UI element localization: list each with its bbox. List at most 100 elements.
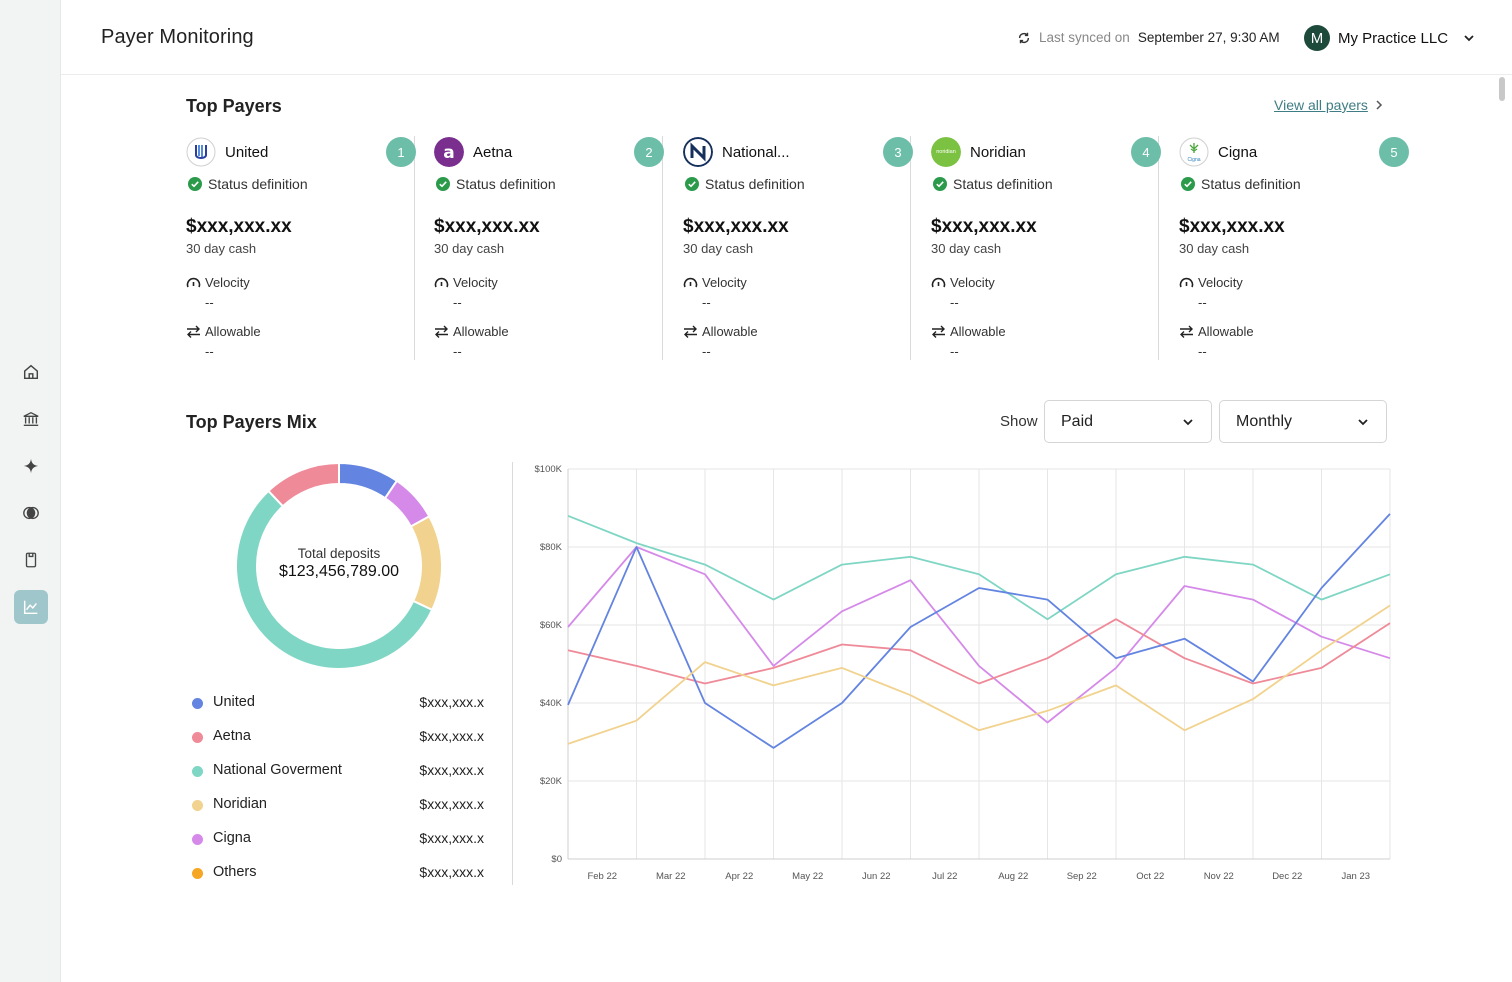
allowable-label: Allowable xyxy=(186,324,261,339)
legend-item[interactable]: National Goverment $xxx,xxx.x xyxy=(192,760,484,794)
nav-home[interactable] xyxy=(14,355,48,389)
status-definition: Status definition xyxy=(685,176,805,192)
practice-switcher[interactable]: M My Practice LLC xyxy=(1304,25,1476,51)
period-select[interactable]: Monthly xyxy=(1219,400,1387,443)
total-deposits-value: $123,456,789.00 xyxy=(278,563,400,580)
nav-analytics[interactable] xyxy=(14,590,48,624)
cash-amount: $xxx,xxx.xx xyxy=(683,216,789,237)
velocity-value: -- xyxy=(453,295,462,310)
series-line-0[interactable] xyxy=(567,514,1391,621)
page-title: Payer Monitoring xyxy=(101,26,254,48)
swap-arrows-icon xyxy=(684,325,697,338)
sync-date: September 27, 9:30 AM xyxy=(1137,30,1280,45)
swap-arrows-icon xyxy=(1180,325,1193,338)
legend-item[interactable]: Cigna $xxx,xxx.x xyxy=(192,828,484,862)
noridian-logo: noridian xyxy=(931,137,961,167)
document-icon xyxy=(25,552,37,568)
y-tick-label: $0 xyxy=(551,854,562,865)
metric-select[interactable]: Paid xyxy=(1044,400,1212,443)
donut-center: Total deposits $123,456,789.00 xyxy=(236,546,442,581)
cigna-logo: Cigna xyxy=(1179,137,1209,167)
legend-item[interactable]: Aetna $xxx,xxx.x xyxy=(192,726,484,760)
x-tick-label: Sep 22 xyxy=(1067,871,1097,882)
view-all-payers-label: View all payers xyxy=(1274,97,1368,113)
status-definition: Status definition xyxy=(188,176,308,192)
series-line-3[interactable] xyxy=(567,513,1391,749)
swap-arrows-icon xyxy=(932,325,945,338)
show-label: Show xyxy=(1000,413,1038,430)
check-circle-icon xyxy=(933,177,947,191)
logo-text: noridian xyxy=(936,149,956,155)
velocity-text: Velocity xyxy=(1198,275,1243,290)
allowable-text: Allowable xyxy=(453,324,509,339)
payer-card[interactable]: noridian Noridian 4 Status definition $xxx,x… xyxy=(931,136,1161,361)
practice-name: My Practice LLC xyxy=(1338,29,1449,47)
status-text: Status definition xyxy=(953,176,1053,192)
swap-arrows-icon xyxy=(435,325,448,338)
allowable-value: -- xyxy=(702,344,711,359)
payer-card[interactable]: National... 3 Status definition $xxx,xxx.xx… xyxy=(683,136,913,361)
sync-status: Last synced on September 27, 9:30 AM xyxy=(1017,30,1280,45)
x-tick-label: Jul 22 xyxy=(932,871,957,882)
swap-arrows-icon xyxy=(187,325,200,338)
velocity-label: Velocity xyxy=(683,275,747,290)
scrollbar[interactable] xyxy=(1498,75,1508,982)
check-circle-icon xyxy=(436,177,450,191)
velocity-text: Velocity xyxy=(702,275,747,290)
nav-banking[interactable] xyxy=(14,402,48,436)
cash-amount-label: 30 day cash xyxy=(186,241,257,256)
gauge-icon xyxy=(683,277,698,288)
legend-item[interactable]: Others $xxx,xxx.x xyxy=(192,862,484,896)
payer-card[interactable]: United 1 Status definition $xxx,xxx.xx 30 da… xyxy=(186,136,416,361)
chevron-down-icon xyxy=(1358,418,1368,425)
view-all-payers-link[interactable]: View all payers xyxy=(1274,97,1384,113)
legend-item[interactable]: United $xxx,xxx.x xyxy=(192,692,484,726)
sync-prefix: Last synced on xyxy=(1039,30,1130,45)
y-tick-label: $60K xyxy=(540,620,563,631)
bank-icon xyxy=(23,411,39,426)
velocity-text: Velocity xyxy=(205,275,250,290)
united-logo xyxy=(186,137,216,167)
legend-name: United xyxy=(213,694,255,710)
cash-amount: $xxx,xxx.xx xyxy=(434,216,540,237)
payer-card[interactable]: Cigna Cigna 5 Status definition $xxx,xxx.xx 3… xyxy=(1179,136,1409,361)
allowable-value: -- xyxy=(1198,344,1207,359)
series-line-4[interactable] xyxy=(567,604,1391,745)
scrollbar-thumb[interactable] xyxy=(1499,77,1505,101)
series-line-2[interactable] xyxy=(567,618,1391,685)
cash-amount: $xxx,xxx.xx xyxy=(1179,216,1285,237)
nav-documents[interactable] xyxy=(14,543,48,577)
velocity-text: Velocity xyxy=(950,275,995,290)
nav-insights[interactable] xyxy=(14,449,48,483)
legend-swatch xyxy=(192,732,203,743)
cash-amount-label: 30 day cash xyxy=(434,241,505,256)
x-tick-label: Jun 22 xyxy=(862,871,891,882)
top-bar: Payer Monitoring Last synced on Septembe… xyxy=(61,0,1512,75)
series-line-1[interactable] xyxy=(567,546,1391,724)
allowable-value: -- xyxy=(205,344,214,359)
check-circle-icon xyxy=(685,177,699,191)
rank-badge: 3 xyxy=(883,137,913,167)
x-tick-label: Nov 22 xyxy=(1204,871,1234,882)
donut-slice-aetna[interactable] xyxy=(267,463,340,508)
allowable-label: Allowable xyxy=(683,324,758,339)
payer-card[interactable]: a Aetna 2 Status definition $xxx,xxx.xx 30 da… xyxy=(434,136,664,361)
card-divider xyxy=(910,136,911,360)
velocity-value: -- xyxy=(1198,295,1207,310)
sparkle-icon xyxy=(23,458,39,474)
allowable-value: -- xyxy=(453,344,462,359)
allowable-label: Allowable xyxy=(1179,324,1254,339)
nav-compare[interactable] xyxy=(14,496,48,530)
cash-amount-label: 30 day cash xyxy=(931,241,1002,256)
metric-select-value: Paid xyxy=(1061,412,1094,430)
sync-icon[interactable] xyxy=(1017,31,1031,45)
legend-item[interactable]: Noridian $xxx,xxx.x xyxy=(192,794,484,828)
top-payers-title: Top Payers xyxy=(186,96,282,116)
rank-badge: 2 xyxy=(634,137,664,167)
card-divider xyxy=(662,136,663,360)
y-tick-label: $40K xyxy=(540,698,563,709)
gauge-icon xyxy=(1179,277,1194,288)
velocity-value: -- xyxy=(702,295,711,310)
chevron-right-icon xyxy=(1376,100,1382,110)
card-divider xyxy=(414,136,415,360)
